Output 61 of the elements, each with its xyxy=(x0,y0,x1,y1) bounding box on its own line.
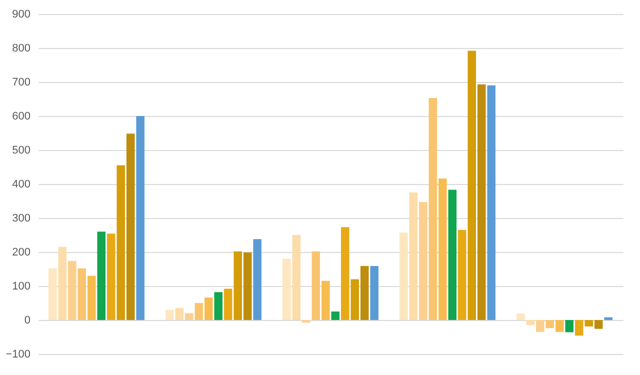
bar xyxy=(106,234,116,320)
bar xyxy=(331,312,340,320)
bar xyxy=(400,232,408,320)
bar xyxy=(204,298,213,320)
bar xyxy=(428,98,438,320)
bar xyxy=(136,116,144,320)
bar xyxy=(282,258,291,320)
bar xyxy=(194,303,204,320)
bar xyxy=(58,246,67,320)
y-tick-label: 500 xyxy=(12,144,30,156)
y-tick-label: −100 xyxy=(6,348,30,360)
bar xyxy=(243,252,252,320)
bar xyxy=(312,251,320,320)
bar xyxy=(253,239,262,320)
y-tick-label: 300 xyxy=(12,212,30,224)
y-tick-label: 100 xyxy=(12,280,30,292)
bar xyxy=(302,320,310,323)
bar xyxy=(546,320,554,328)
bar xyxy=(350,279,359,320)
bar xyxy=(555,320,564,332)
bar xyxy=(584,320,593,326)
y-tick-label: 200 xyxy=(12,246,30,258)
bar xyxy=(214,292,223,320)
bar xyxy=(370,266,378,320)
bar xyxy=(468,50,476,320)
bar xyxy=(68,260,76,320)
bar xyxy=(224,288,232,320)
bar xyxy=(340,227,350,320)
bar xyxy=(234,251,242,320)
bar xyxy=(116,165,125,320)
bar xyxy=(458,230,466,320)
bar xyxy=(409,192,418,320)
bar xyxy=(536,320,544,332)
y-tick-label: 0 xyxy=(24,314,30,326)
bar xyxy=(87,276,96,320)
bar xyxy=(97,232,106,320)
bar xyxy=(574,320,584,336)
bar xyxy=(48,268,57,320)
bar xyxy=(126,134,135,320)
bar xyxy=(78,268,86,320)
bar xyxy=(438,178,447,320)
bar xyxy=(419,202,428,320)
bar xyxy=(526,320,535,326)
bar xyxy=(487,85,496,320)
y-tick-label: 400 xyxy=(12,178,30,190)
y-tick-label: 700 xyxy=(12,76,30,88)
bar xyxy=(448,190,457,320)
y-tick-label: 900 xyxy=(12,8,30,20)
bar xyxy=(175,308,184,320)
bar xyxy=(604,317,612,320)
y-tick-label: 600 xyxy=(12,110,30,122)
bar xyxy=(477,84,486,320)
bar xyxy=(292,235,301,320)
y-tick-label: 800 xyxy=(12,42,30,54)
bar xyxy=(321,280,330,320)
bar xyxy=(185,313,194,320)
bar xyxy=(166,310,174,320)
bar xyxy=(516,314,525,320)
bar xyxy=(594,320,603,329)
bar xyxy=(565,320,574,332)
bar xyxy=(360,266,369,320)
